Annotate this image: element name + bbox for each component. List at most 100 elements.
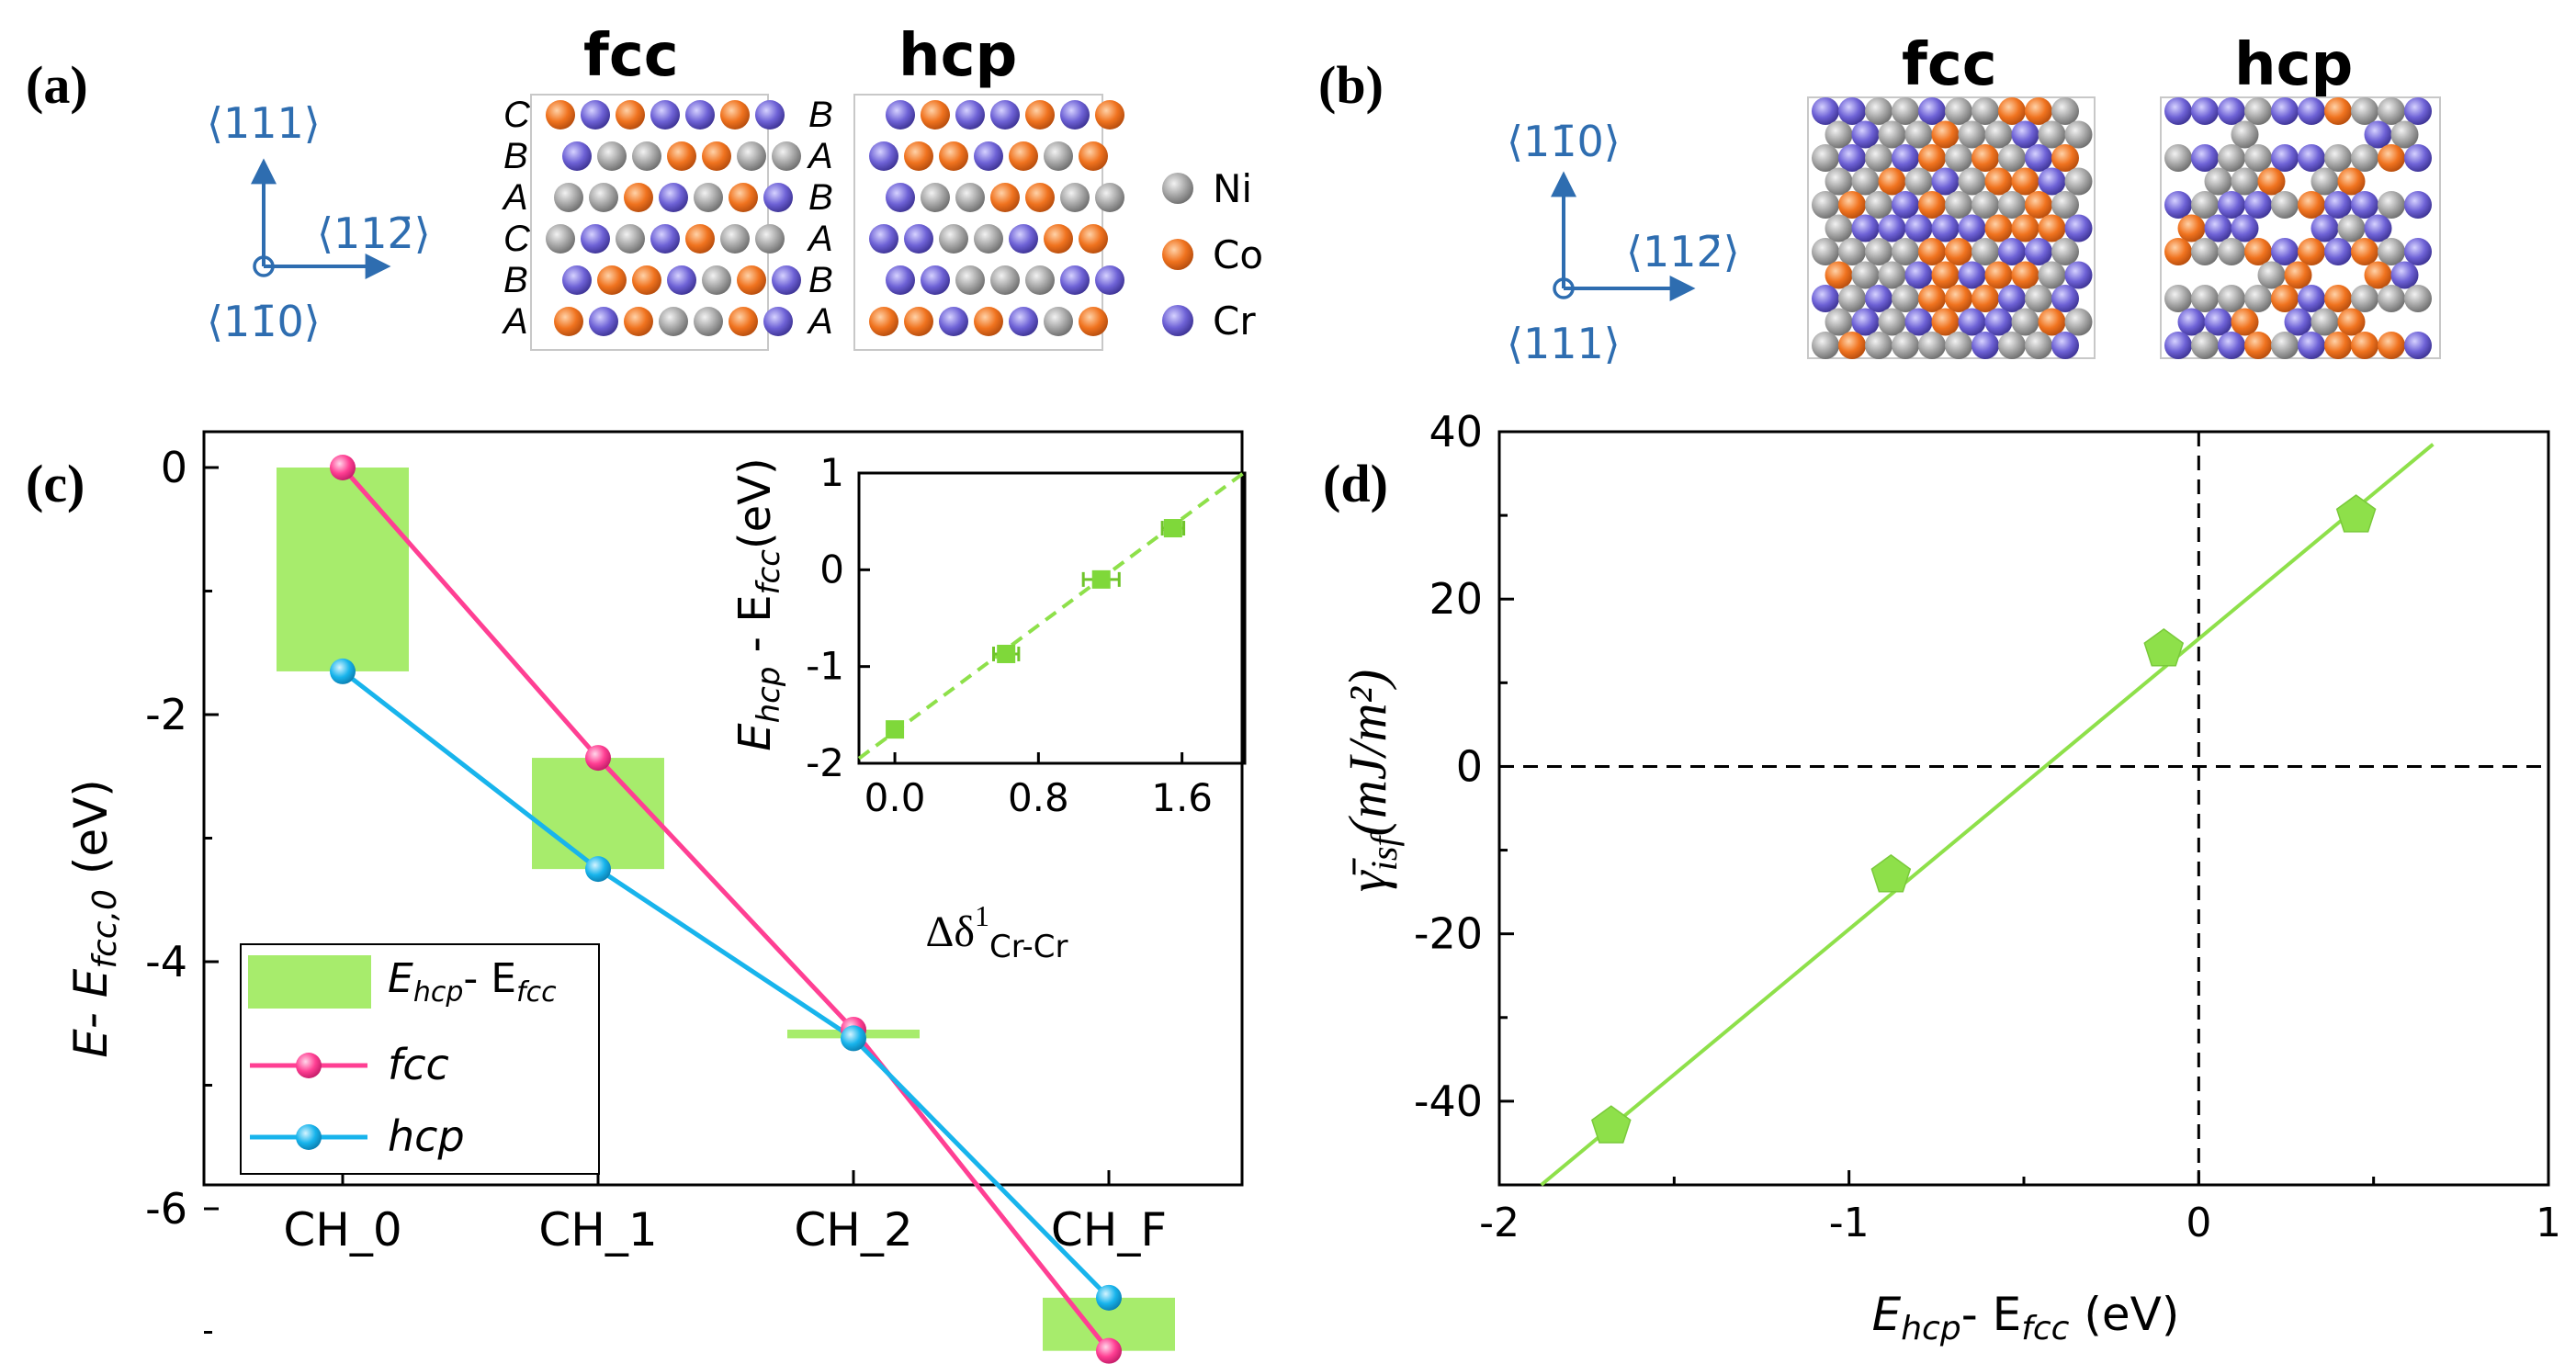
panel-c-legend: Ehcp- Efcc fcc hcp [240, 943, 600, 1175]
atom-cr [886, 100, 915, 130]
fcc-title-a: fcc [583, 22, 679, 90]
atom-ni [1918, 332, 1946, 359]
atom-cr [869, 141, 898, 171]
atom-co [2038, 308, 2066, 336]
atom-ni [1838, 238, 1866, 265]
atom-co [1044, 224, 1073, 254]
atom-co [2011, 261, 2039, 289]
atom-co [1972, 285, 1999, 312]
axis-out-circle-b [1553, 277, 1575, 299]
axis-right-label: ⟨112̄⟩ [317, 209, 431, 258]
atom-cr [1984, 308, 2013, 336]
legend-hcp-marker [296, 1124, 322, 1150]
atom-co [2298, 191, 2325, 219]
stack-layer-label: A [807, 301, 833, 342]
data-point-pentagon [2143, 627, 2185, 667]
atom-cr [2271, 238, 2299, 265]
panel-d-xlabel: Ehcp- Efcc (eV) [1872, 1288, 2180, 1347]
atom-cr [2051, 332, 2079, 359]
atom-ni [1865, 238, 1892, 265]
panel-c-label: (c) [26, 454, 85, 513]
atom-ni [694, 307, 723, 336]
atom-cr [2164, 332, 2192, 359]
atom-ni [1972, 97, 1999, 125]
atom-ni [2064, 167, 2093, 196]
atom-co [2025, 97, 2052, 125]
atom-ni [1878, 308, 1906, 336]
atom-cr [2271, 144, 2299, 172]
atom-ni [2378, 97, 2405, 125]
atom-cr [2404, 191, 2432, 219]
atom-ni [2064, 120, 2093, 149]
atom-ni [1812, 191, 1839, 219]
atom-co [2038, 214, 2066, 242]
stack-layer-label: A [502, 177, 528, 218]
atom-cr [1972, 332, 1999, 359]
fcc-title-b: fcc [1902, 31, 1997, 99]
atom-cr [2191, 97, 2219, 125]
data-point-hcp [585, 856, 611, 883]
atom-ni [2271, 332, 2299, 359]
atom-cr [1931, 214, 1960, 242]
atom-cr [2298, 144, 2325, 172]
atom-ni [2191, 238, 2219, 265]
atom-cr [1931, 167, 1960, 196]
atom-co [729, 183, 758, 212]
atom-ni [1892, 238, 1919, 265]
atom-ni [1060, 183, 1090, 212]
atom-ni [2310, 308, 2339, 336]
legend-atom-label: Ni [1213, 166, 1252, 211]
atom-ni [2351, 285, 2378, 312]
inset-ytick-label: -1 [806, 644, 844, 689]
stack-layer-label: A [807, 219, 833, 259]
stack-layer-label: C [503, 95, 531, 135]
axis-right-label-b: ⟨112̄⟩ [1626, 227, 1740, 276]
atom-cr [2298, 97, 2325, 125]
atom-cr [650, 100, 680, 130]
atom-co [720, 100, 750, 130]
atom-co [1079, 307, 1108, 336]
atom-cr [755, 100, 785, 130]
data-point-pentagon [1870, 853, 1912, 893]
atom-co [1095, 100, 1124, 130]
atom-ni [2351, 144, 2378, 172]
legend-atom-co [1162, 239, 1193, 270]
atom-co [1931, 261, 1960, 289]
atom-co [1025, 183, 1055, 212]
atom-co [624, 183, 653, 212]
atom-ni [1044, 307, 1073, 336]
atom-co [2298, 238, 2325, 265]
atom-cr [1060, 100, 1090, 130]
atom-co [2378, 332, 2405, 359]
legend-atom-label: Cr [1213, 299, 1256, 344]
atom-cr [581, 100, 610, 130]
atom-ni [2244, 97, 2272, 125]
inset-ytick-label: 0 [819, 547, 844, 592]
atom-cr [1060, 265, 1090, 295]
atom-cr [1095, 265, 1124, 295]
atom-cr [1878, 214, 1906, 242]
atom-cr [2164, 191, 2192, 219]
atom-ni [2051, 97, 2079, 125]
atom-cr [581, 224, 610, 254]
legend-hcp-label: hcp [388, 1111, 465, 1161]
atom-ni [1812, 238, 1839, 265]
atom-co [2025, 191, 2052, 219]
atom-cr [2351, 191, 2378, 219]
atom-ni [2310, 167, 2339, 196]
atom-ni [694, 183, 723, 212]
atom-ni [1838, 285, 1866, 312]
atom-ni [737, 141, 766, 171]
atom-ni [1984, 120, 2013, 149]
atom-ni [720, 224, 750, 254]
atom-ni [1945, 332, 1972, 359]
atom-co [990, 183, 1020, 212]
atom-ni [1904, 167, 1933, 196]
atom-co [2364, 261, 2392, 289]
xtick-label: 1 [2536, 1200, 2561, 1246]
fit-line [1540, 443, 2435, 1187]
atom-cr [2191, 144, 2219, 172]
atom-cr [2404, 238, 2432, 265]
